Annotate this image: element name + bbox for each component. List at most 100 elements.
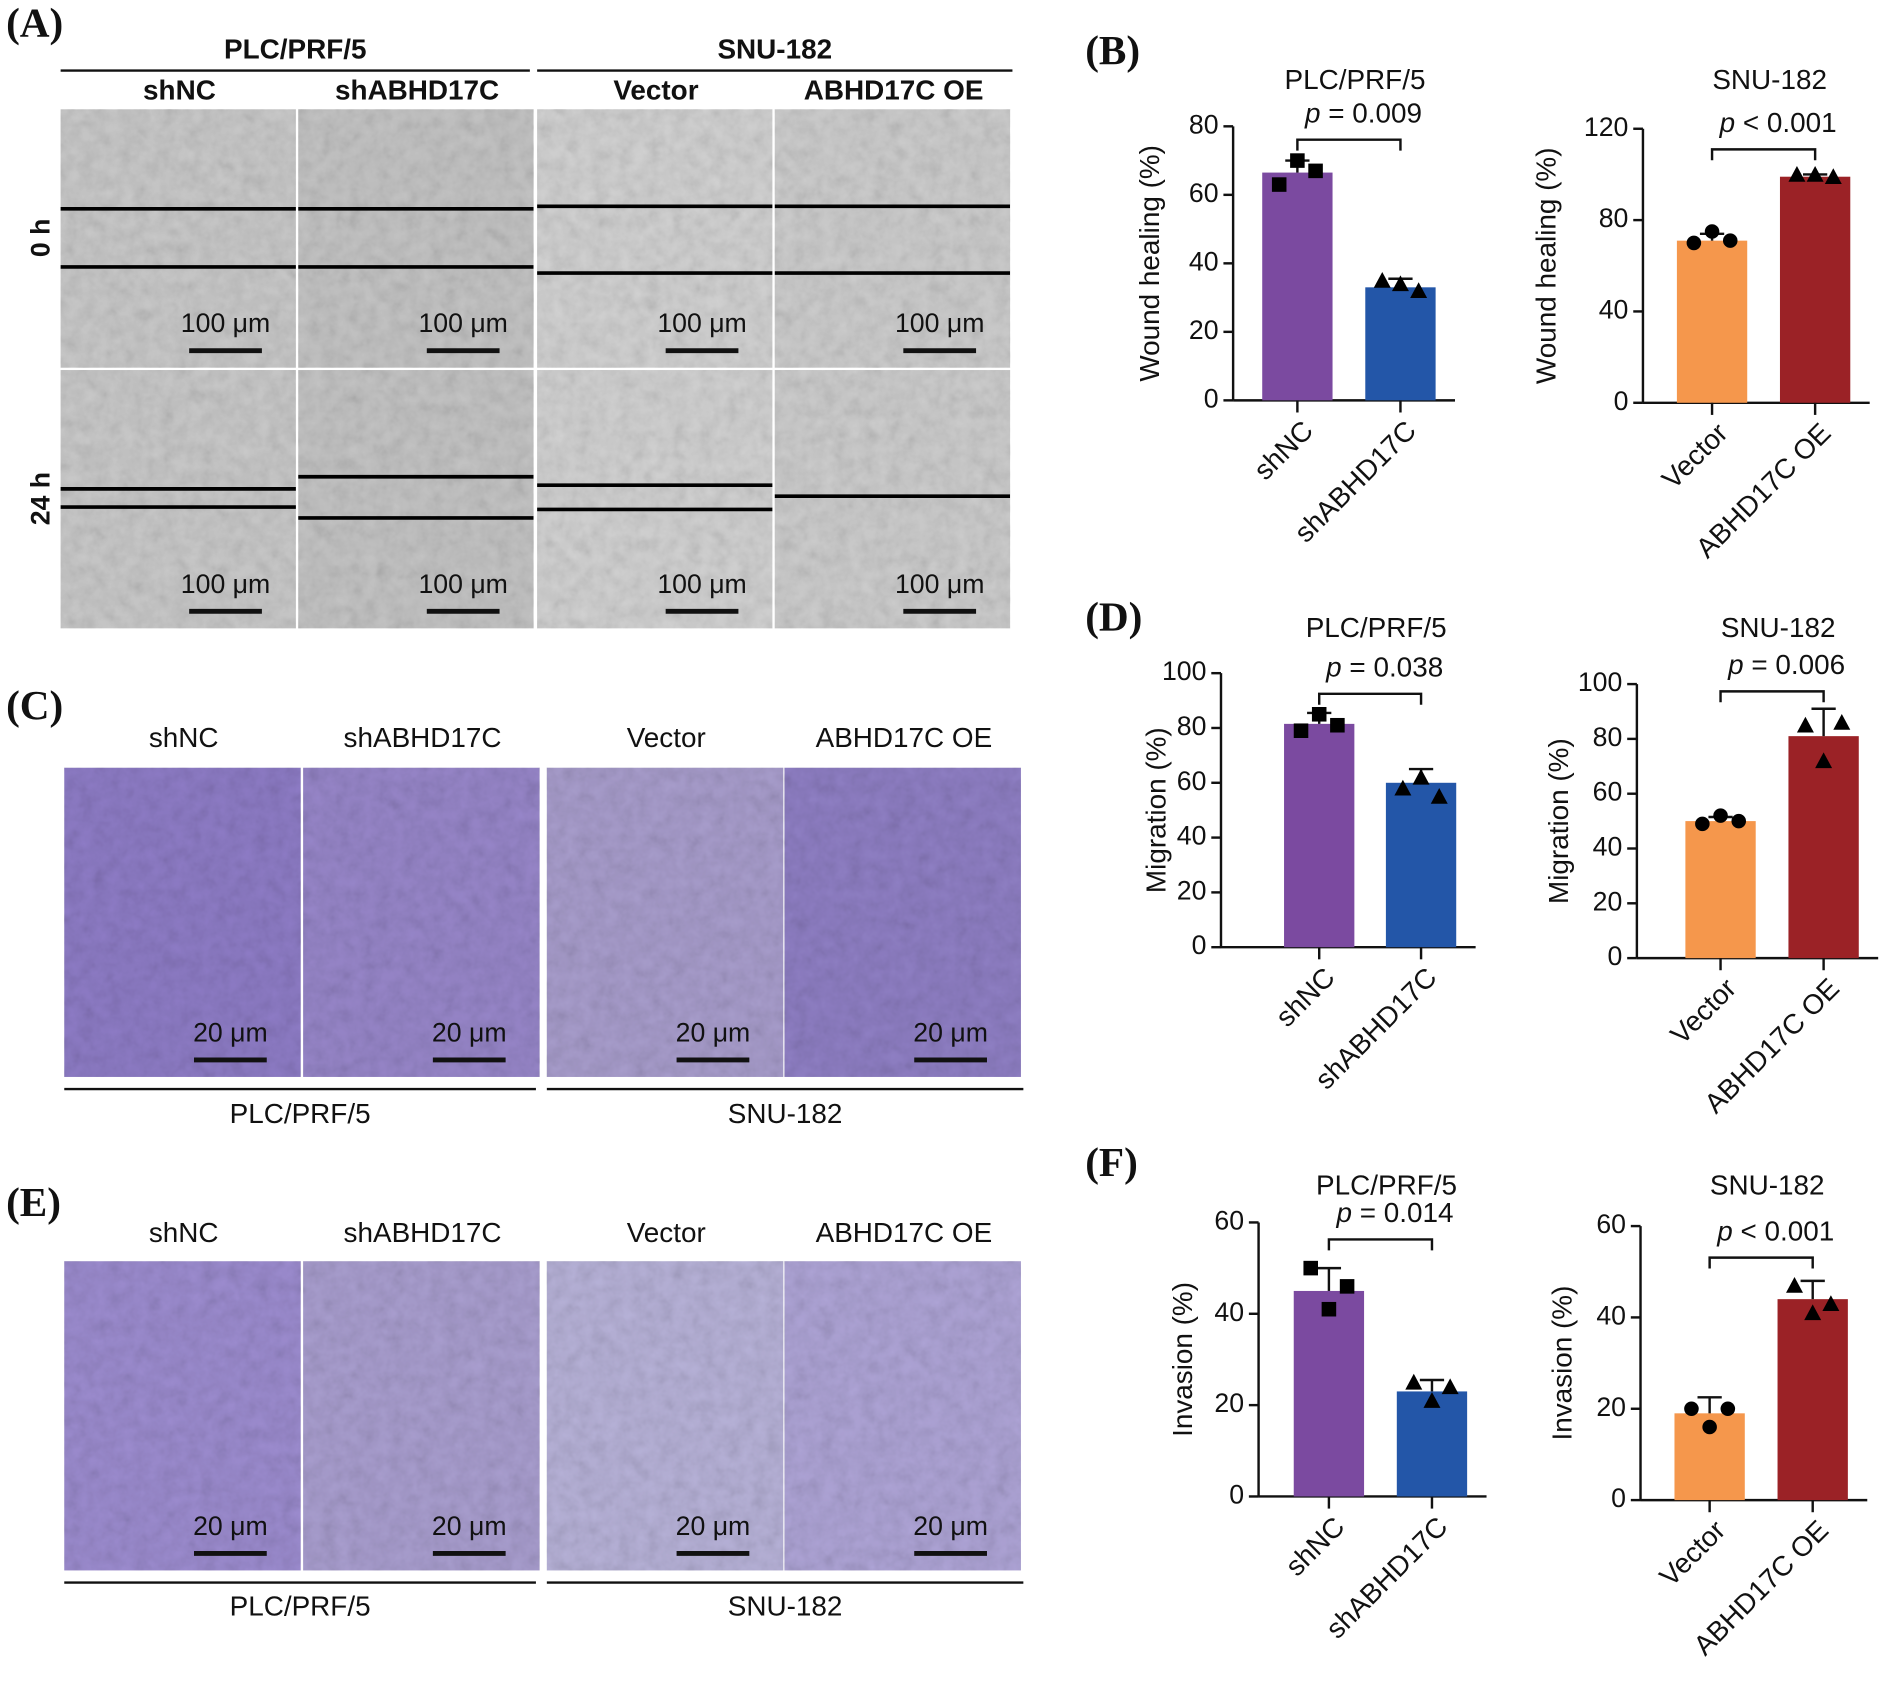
y-tick-label: 0 xyxy=(1204,383,1219,413)
significance-bracket xyxy=(1296,138,1402,151)
y-tick-label: 0 xyxy=(1614,386,1629,416)
y-tick-label: 60 xyxy=(1177,766,1207,796)
significance-bracket xyxy=(1317,692,1423,705)
p-value: p < 0.001 xyxy=(1719,107,1837,138)
x-tick-label: Vector xyxy=(1653,1514,1731,1592)
p-value: p = 0.038 xyxy=(1325,652,1443,683)
y-tick-label: 120 xyxy=(1584,112,1628,142)
scale-label: 20 μm xyxy=(676,1511,751,1541)
data-point xyxy=(1423,1392,1441,1408)
column-label: Vector xyxy=(627,1217,706,1248)
scale-label: 100 μm xyxy=(418,308,507,338)
p-symbol: p xyxy=(1719,107,1736,138)
y-tick-label: 40 xyxy=(1214,1297,1244,1327)
data-point xyxy=(1815,752,1833,769)
micrograph xyxy=(64,1261,301,1571)
significance-bracket xyxy=(1719,690,1825,703)
y-tick-label: 0 xyxy=(1229,1480,1244,1510)
y-tick-label: 40 xyxy=(1189,246,1219,276)
y-tick-label: 40 xyxy=(1593,832,1623,862)
data-point xyxy=(1713,808,1728,823)
y-axis-label: Migration (%) xyxy=(1543,738,1574,904)
y-axis-label: Wound healing (%) xyxy=(1531,147,1562,384)
data-point xyxy=(1806,165,1824,182)
p-text: < 0.001 xyxy=(1733,1216,1835,1247)
chart-title: SNU-182 xyxy=(1712,64,1827,95)
p-symbol: p xyxy=(1727,649,1744,680)
micrograph xyxy=(784,767,1021,1077)
y-tick-label: 40 xyxy=(1596,1300,1626,1330)
bar xyxy=(1777,1299,1848,1501)
y-tick-label: 0 xyxy=(1192,930,1207,960)
scale-label: 100 μm xyxy=(657,569,746,599)
column-label: Vector xyxy=(627,722,706,753)
y-tick-label: 20 xyxy=(1596,1392,1626,1422)
y-tick-label: 60 xyxy=(1593,777,1623,807)
y-tick-label: 60 xyxy=(1214,1205,1244,1235)
column-label: ABHD17C OE xyxy=(804,75,984,106)
column-label: shNC xyxy=(143,75,216,106)
scale-label: 20 μm xyxy=(432,1511,507,1541)
data-point xyxy=(1731,813,1747,829)
bar xyxy=(1396,1391,1468,1497)
p-symbol: p xyxy=(1304,98,1321,129)
data-point xyxy=(1412,768,1430,785)
data-point xyxy=(1330,717,1345,733)
micrograph xyxy=(774,370,1011,629)
data-point xyxy=(1271,177,1287,192)
scale-label: 20 μm xyxy=(193,1511,268,1541)
data-point xyxy=(1720,1401,1736,1417)
micrograph xyxy=(60,370,296,629)
data-point xyxy=(1290,153,1305,168)
y-tick-label: 20 xyxy=(1177,875,1207,905)
micrograph xyxy=(298,370,534,629)
panel-label: (B) xyxy=(1085,27,1140,74)
scale-label: 20 μm xyxy=(913,1018,988,1048)
y-tick-label: 20 xyxy=(1593,886,1623,916)
y-tick-label: 80 xyxy=(1177,711,1207,741)
group-label: PLC/PRF/5 xyxy=(224,34,367,65)
panel-label: (C) xyxy=(6,682,63,729)
y-tick-label: 0 xyxy=(1611,1483,1626,1513)
y-tick-label: 80 xyxy=(1599,203,1629,233)
micrograph xyxy=(60,109,296,368)
y-axis-label: Migration (%) xyxy=(1140,727,1171,893)
micrograph xyxy=(546,1261,784,1571)
data-point xyxy=(1686,235,1702,251)
data-point xyxy=(1722,233,1738,248)
panel-label: (D) xyxy=(1085,593,1142,640)
micrograph xyxy=(537,370,773,629)
p-text: = 0.038 xyxy=(1342,652,1444,683)
column-label: shNC xyxy=(149,722,219,753)
significance-bracket xyxy=(1710,148,1817,161)
p-value: p < 0.001 xyxy=(1716,1216,1834,1247)
y-axis-label: Invasion (%) xyxy=(1167,1282,1198,1437)
data-point xyxy=(1308,163,1323,179)
bar xyxy=(1788,736,1859,959)
data-point xyxy=(1833,713,1851,730)
data-point xyxy=(1430,787,1448,804)
bar xyxy=(1779,176,1851,403)
data-point xyxy=(1410,282,1428,299)
group-label: SNU-182 xyxy=(717,34,832,65)
data-point xyxy=(1804,1304,1822,1321)
scale-label: 20 μm xyxy=(432,1018,507,1048)
bar xyxy=(1385,782,1457,948)
panel-label: (A) xyxy=(6,0,63,46)
scale-label: 20 μm xyxy=(676,1018,751,1048)
column-label: shNC xyxy=(149,1217,219,1248)
micrograph xyxy=(64,767,301,1077)
chart-title: SNU-182 xyxy=(1710,1170,1825,1201)
data-point xyxy=(1373,271,1391,288)
x-tick-label: Vector xyxy=(1656,417,1734,495)
p-value: p = 0.006 xyxy=(1727,649,1845,680)
data-point xyxy=(1311,707,1327,722)
bar xyxy=(1262,172,1333,401)
y-tick-label: 60 xyxy=(1189,178,1219,208)
data-point xyxy=(1441,1378,1459,1395)
data-point xyxy=(1796,716,1814,733)
y-tick-label: 20 xyxy=(1214,1388,1244,1418)
y-tick-label: 80 xyxy=(1189,109,1219,139)
data-point xyxy=(1405,1373,1423,1390)
